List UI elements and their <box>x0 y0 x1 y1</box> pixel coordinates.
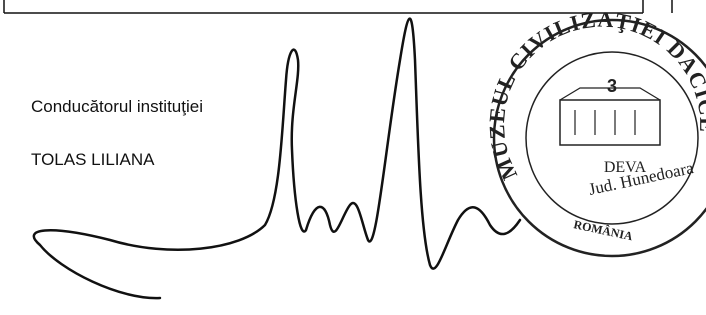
signatory-name: TOLAS LILIANA <box>31 150 154 170</box>
page: MUZEUL CIVILIZAŢIEI DACICE ŞI ROMANE 3 D… <box>0 0 706 315</box>
stamp-country: ROMÂNIA <box>572 217 634 243</box>
signatory-role: Conducătorul instituţiei <box>31 97 203 117</box>
stamp-number: 3 <box>607 76 617 96</box>
stamp: MUZEUL CIVILIZAŢIEI DACICE ŞI ROMANE 3 D… <box>0 0 706 256</box>
